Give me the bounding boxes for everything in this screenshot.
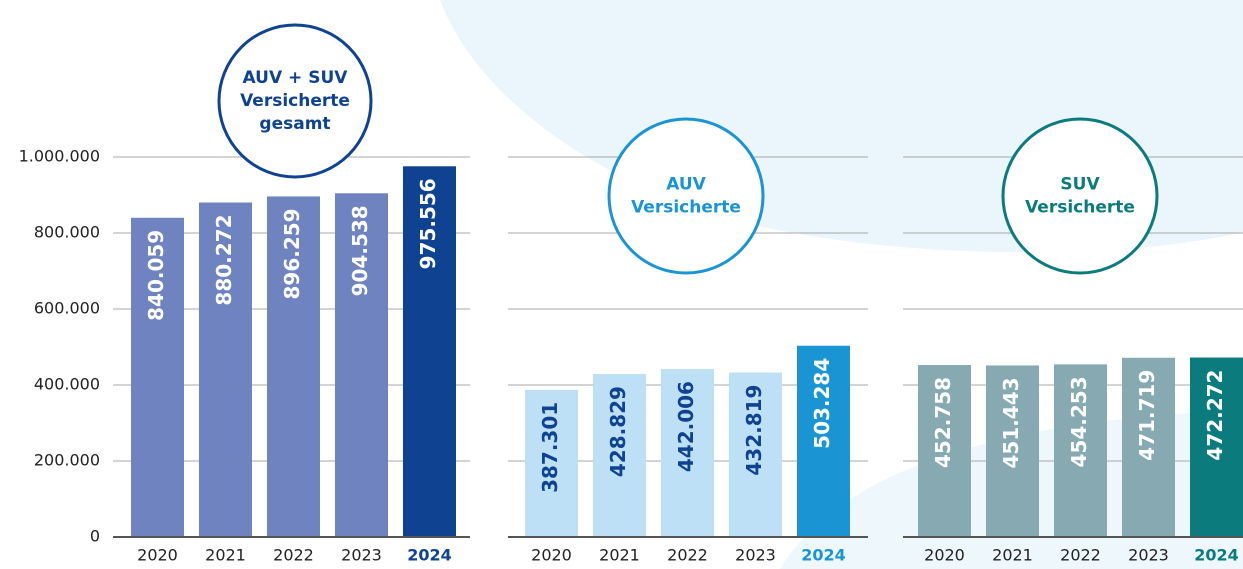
- x-tick-label: 2022: [667, 546, 708, 565]
- y-tick-label: 600.000: [34, 299, 100, 318]
- bar: [131, 217, 184, 537]
- x-tick-label: 2024: [801, 546, 846, 565]
- x-tick-label: 2020: [531, 546, 572, 565]
- value-label: 471.719: [1135, 370, 1159, 461]
- value-label: 840.059: [144, 230, 168, 321]
- value-label: 442.006: [674, 381, 698, 472]
- bar: [1190, 357, 1243, 537]
- x-tick-label: 2022: [1060, 546, 1101, 565]
- value-label: 451.443: [999, 377, 1023, 468]
- chart-title: SUV: [1060, 175, 1100, 195]
- chart-title: Versicherte: [1025, 198, 1135, 218]
- y-tick-label: 200.000: [34, 451, 100, 470]
- y-tick-label: 0: [90, 527, 100, 546]
- x-tick-label: 2024: [407, 546, 452, 565]
- y-tick-label: 800.000: [34, 223, 100, 242]
- x-tick-label: 2021: [992, 546, 1033, 565]
- value-label: 975.556: [416, 178, 440, 269]
- chart-title: AUV + SUV: [243, 68, 349, 88]
- value-label: 503.284: [810, 358, 834, 449]
- bar: [797, 345, 850, 537]
- bar: [335, 193, 388, 537]
- chart-title: Versicherte: [240, 91, 350, 111]
- x-tick-label: 2021: [205, 546, 246, 565]
- bar: [918, 364, 971, 537]
- value-label: 896.259: [280, 208, 304, 299]
- y-tick-label: 400.000: [34, 375, 100, 394]
- value-label: 432.819: [742, 385, 766, 476]
- y-tick-label: 1.000.000: [19, 147, 100, 166]
- title-circle: [217, 23, 373, 179]
- bar: [1054, 364, 1107, 537]
- bar: [267, 196, 320, 538]
- bar: [593, 374, 646, 537]
- bar: [661, 369, 714, 537]
- title-circle: [1001, 117, 1159, 275]
- x-tick-label: 2023: [1128, 546, 1169, 565]
- bar: [1122, 357, 1175, 537]
- value-label: 428.829: [606, 386, 630, 477]
- x-tick-label: 2021: [599, 546, 640, 565]
- bar: [403, 166, 456, 537]
- title-circle: [607, 117, 765, 275]
- value-label: 452.758: [931, 377, 955, 468]
- value-label: 472.272: [1203, 370, 1227, 461]
- x-tick-label: 2020: [137, 546, 178, 565]
- value-label: 880.272: [212, 214, 236, 305]
- chart-title: Versicherte: [631, 198, 741, 218]
- bar: [986, 365, 1039, 537]
- x-tick-label: 2024: [1194, 546, 1239, 565]
- bar: [729, 372, 782, 537]
- bar: [199, 202, 252, 537]
- x-tick-label: 2020: [924, 546, 965, 565]
- value-label: 387.301: [538, 402, 562, 493]
- value-label: 904.538: [348, 205, 372, 296]
- bar: [525, 389, 578, 537]
- x-tick-label: 2022: [273, 546, 314, 565]
- x-tick-label: 2023: [735, 546, 776, 565]
- chart-title: gesamt: [259, 114, 330, 134]
- value-label: 454.253: [1067, 376, 1091, 467]
- x-tick-label: 2023: [341, 546, 382, 565]
- chart-title: AUV: [666, 175, 706, 195]
